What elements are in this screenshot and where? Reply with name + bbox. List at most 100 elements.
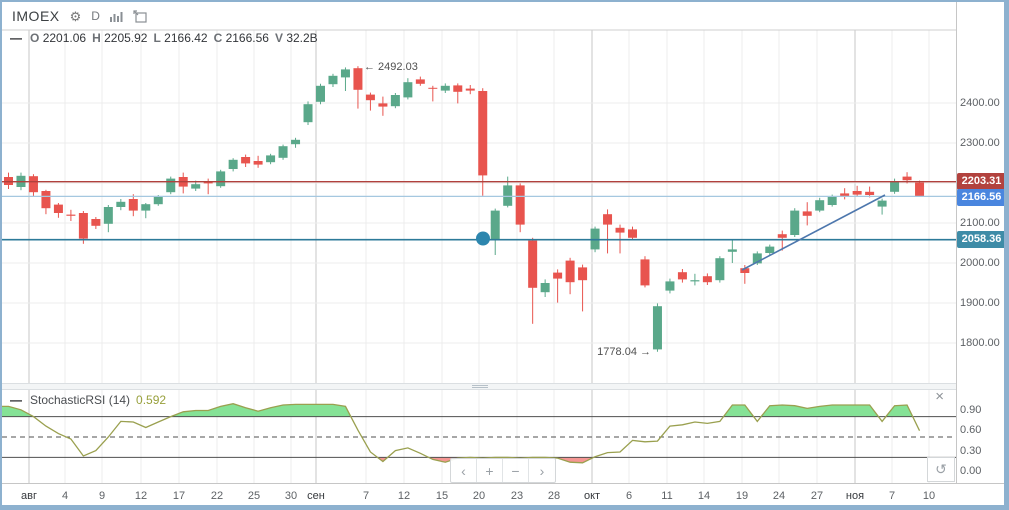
indicator-axis-label: 0.30 <box>960 445 982 457</box>
zoom-in-button[interactable]: + <box>477 459 503 482</box>
candle-body <box>553 272 563 279</box>
candle-body <box>378 103 388 107</box>
candle-body <box>628 229 637 238</box>
trendline-drawing[interactable] <box>741 194 886 271</box>
candle-body <box>740 268 750 273</box>
symbol-title[interactable]: IMOEX <box>12 8 60 24</box>
price-badge: 2058.36 <box>957 231 1004 248</box>
candle-body <box>266 155 276 163</box>
time-axis-label: 23 <box>510 490 524 502</box>
time-axis-label: 9 <box>98 490 106 502</box>
time-axis-label: 25 <box>247 490 261 502</box>
candle-body <box>615 227 625 233</box>
open-value: 2201.06 <box>42 31 87 45</box>
overbought-fill <box>2 403 920 417</box>
candle-body <box>28 176 38 193</box>
indicator-axis-label: 0.90 <box>960 404 982 416</box>
symbol-toolbar: IMOEX ⚙ D <box>12 8 147 24</box>
indicator-name[interactable]: StochasticRSI (14) <box>30 393 131 407</box>
pane-divider[interactable] <box>2 383 956 390</box>
candle-body <box>790 210 800 235</box>
compare-icon[interactable] <box>133 9 147 23</box>
time-axis-label: сен <box>307 490 325 502</box>
indicator-value: 0.592 <box>136 393 167 407</box>
candle-body <box>877 200 887 207</box>
time-axis-label: 27 <box>810 490 824 502</box>
time-axis-label: 4 <box>61 490 69 502</box>
interval-button[interactable]: D <box>91 9 100 23</box>
high-value: 2205.92 <box>104 31 148 45</box>
candle-body <box>677 272 687 280</box>
gear-icon[interactable]: ⚙ <box>69 8 82 24</box>
time-axis-label: 28 <box>547 490 561 502</box>
price-axis[interactable]: 2400.00 2300.00 2100.00 2000.00 1900.00 1800.… <box>956 2 1004 483</box>
time-axis-label: 17 <box>172 490 186 502</box>
time-axis-label: окт <box>583 490 601 502</box>
bar-chart-icon[interactable] <box>109 10 123 22</box>
price-annotation: ← 2492.03 <box>364 61 418 73</box>
time-axis-label: 10 <box>922 490 936 502</box>
candle-body <box>890 181 900 192</box>
time-axis-label: 11 <box>661 490 673 502</box>
drawing-anchor-point[interactable] <box>476 231 490 246</box>
candle-body <box>66 214 76 216</box>
candle-body <box>852 191 862 195</box>
time-axis-label: 15 <box>435 490 449 502</box>
candle-body <box>665 281 675 291</box>
time-axis-label: 14 <box>697 490 711 502</box>
pan-left-button[interactable]: ‹ <box>451 459 477 482</box>
candle-body <box>865 191 875 195</box>
series-marker[interactable]: — <box>10 31 22 45</box>
time-axis[interactable]: авг 4 9 12 17 22 25 30 сен 7 12 15 20 23 28 окт 6 11 14 19 2… <box>2 483 1004 505</box>
price-axis-label: 1900.00 <box>960 297 1000 309</box>
candle-body <box>203 181 213 184</box>
candle-body <box>53 204 63 213</box>
candle-body <box>702 276 712 283</box>
indicator-marker[interactable]: — <box>10 393 22 407</box>
candle-body <box>291 139 301 145</box>
candle-body <box>241 157 251 164</box>
reset-scale-button[interactable]: ↺ <box>927 457 955 482</box>
candle-body <box>253 161 263 165</box>
candle-body <box>465 88 475 91</box>
indicator-legend: — StochasticRSI (14) 0.592 <box>10 393 166 407</box>
chart-nav-toolbar: ‹ + − › <box>450 458 556 483</box>
candle-body <box>915 182 925 197</box>
candle-body <box>727 249 737 252</box>
price-annotation: 1778.04 → <box>597 346 651 358</box>
candle-body <box>640 259 650 286</box>
indicator-axis-label: 0.60 <box>960 424 982 436</box>
time-axis-label: 24 <box>772 490 786 502</box>
price-badge: 2203.31 <box>957 173 1004 190</box>
candle-body <box>4 177 13 185</box>
candle-body <box>827 196 837 205</box>
candle-body <box>128 199 138 211</box>
candles-series <box>4 66 925 352</box>
candle-body <box>403 82 413 98</box>
candle-body <box>390 95 400 107</box>
pan-right-button[interactable]: › <box>539 462 545 479</box>
candle-body <box>802 211 812 216</box>
candle-body <box>440 85 450 91</box>
candle-body <box>515 185 525 225</box>
candle-body <box>41 191 51 209</box>
price-axis-label: 2400.00 <box>960 97 1000 109</box>
candle-body <box>78 213 88 239</box>
candle-body <box>415 79 425 84</box>
time-axis-label: 20 <box>472 490 486 502</box>
candle-body <box>191 184 201 189</box>
main-chart-pane[interactable]: ← 2492.03 1778.04 → <box>2 2 956 383</box>
volume-label: V <box>274 31 283 45</box>
time-axis-label: 30 <box>284 490 298 502</box>
zoom-out-button[interactable]: − <box>503 459 529 482</box>
candle-body <box>578 267 588 281</box>
candle-body <box>328 75 338 85</box>
candle-body <box>652 306 662 350</box>
candle-body <box>228 159 238 169</box>
time-axis-label: 19 <box>735 490 749 502</box>
indicator-close-icon[interactable]: × <box>935 388 944 405</box>
volume-value: 32.2B <box>286 31 318 45</box>
candle-body <box>840 193 850 197</box>
divider-grip-icon[interactable] <box>472 385 488 386</box>
candle-body <box>91 219 101 226</box>
